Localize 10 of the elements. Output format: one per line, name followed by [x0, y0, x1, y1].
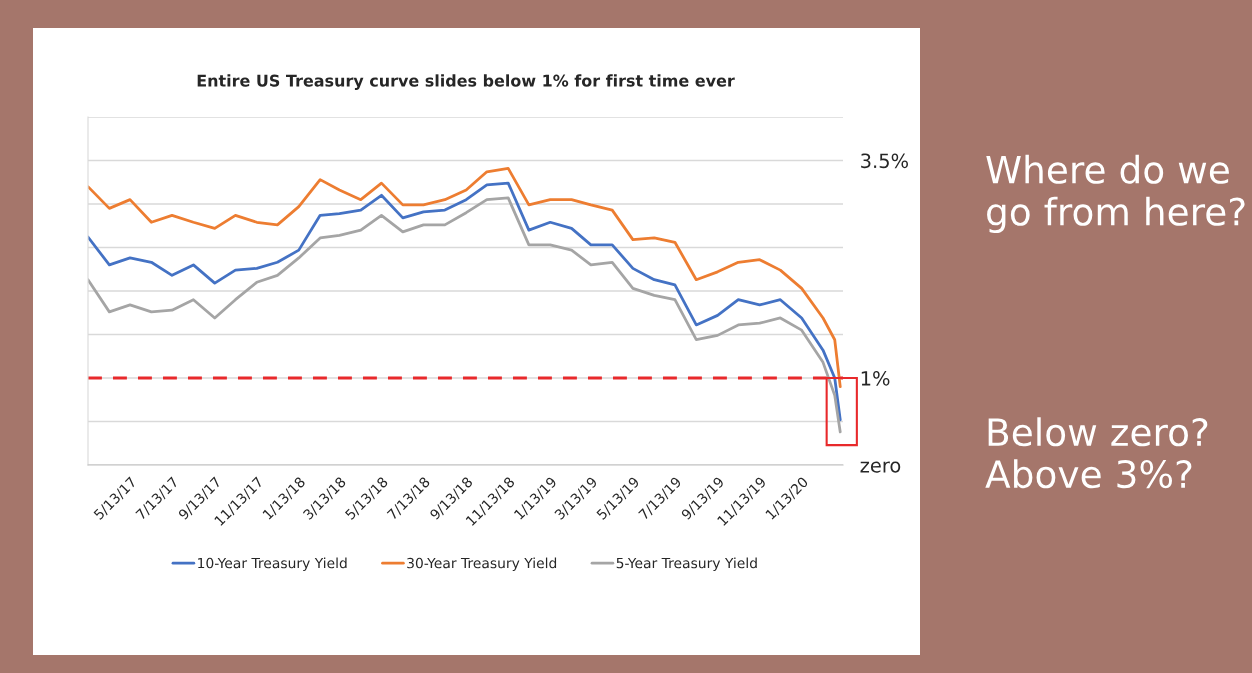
- legend-label: 10-Year Treasury Yield: [198, 557, 347, 571]
- text: Where do we go from here?: [986, 154, 1245, 234]
- line-series: [88, 166, 842, 389]
- y-tick-label: 1%: [861, 370, 890, 386]
- legend-label: 30-Year Treasury Yield: [407, 557, 557, 571]
- y-tick-label: zero: [860, 461, 901, 473]
- chart-title: Entire US Treasury curve slides below 1% for first time ever: [197, 74, 735, 90]
- y-tick-label: 3.5%: [861, 153, 908, 169]
- legend-label: 5-Year Treasury Yield: [616, 557, 757, 571]
- text: Below zero? Above 3%?: [985, 417, 1208, 489]
